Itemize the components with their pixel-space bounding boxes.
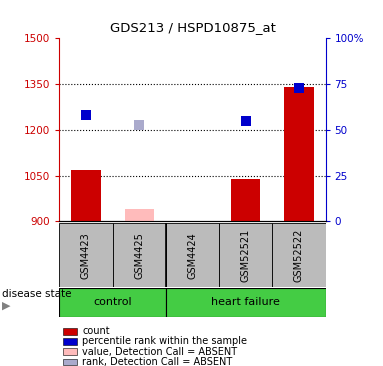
Text: heart failure: heart failure — [211, 297, 280, 307]
Text: ▶: ▶ — [2, 301, 10, 311]
Text: GSM52521: GSM52521 — [241, 229, 251, 282]
Bar — [166, 223, 219, 287]
Text: disease state: disease state — [2, 289, 71, 299]
Bar — [71, 169, 101, 221]
Text: count: count — [82, 326, 110, 336]
Point — [296, 85, 302, 91]
Text: GSM4423: GSM4423 — [81, 232, 91, 279]
Text: GSM4424: GSM4424 — [187, 232, 198, 279]
Text: rank, Detection Call = ABSENT: rank, Detection Call = ABSENT — [82, 357, 232, 366]
Text: GSM4425: GSM4425 — [134, 232, 144, 279]
Bar — [124, 209, 154, 221]
Bar — [59, 288, 166, 317]
Text: GSM52522: GSM52522 — [294, 229, 304, 282]
Title: GDS213 / HSPD10875_at: GDS213 / HSPD10875_at — [110, 22, 275, 34]
Point — [243, 119, 249, 124]
Bar — [272, 223, 326, 287]
Bar — [231, 179, 260, 221]
Bar — [219, 223, 272, 287]
Text: control: control — [93, 297, 132, 307]
Point — [136, 122, 142, 128]
Bar — [284, 87, 314, 221]
Point — [83, 112, 89, 118]
Bar — [59, 223, 113, 287]
Bar — [113, 223, 166, 287]
Text: value, Detection Call = ABSENT: value, Detection Call = ABSENT — [82, 347, 237, 357]
Text: percentile rank within the sample: percentile rank within the sample — [82, 336, 247, 347]
Bar — [166, 288, 326, 317]
